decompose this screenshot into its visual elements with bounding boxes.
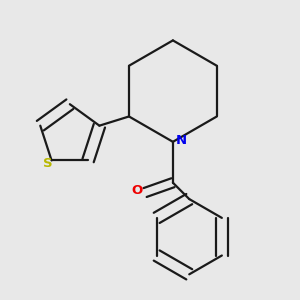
Text: N: N [176,134,187,147]
Text: S: S [44,157,53,169]
Text: O: O [131,184,142,197]
